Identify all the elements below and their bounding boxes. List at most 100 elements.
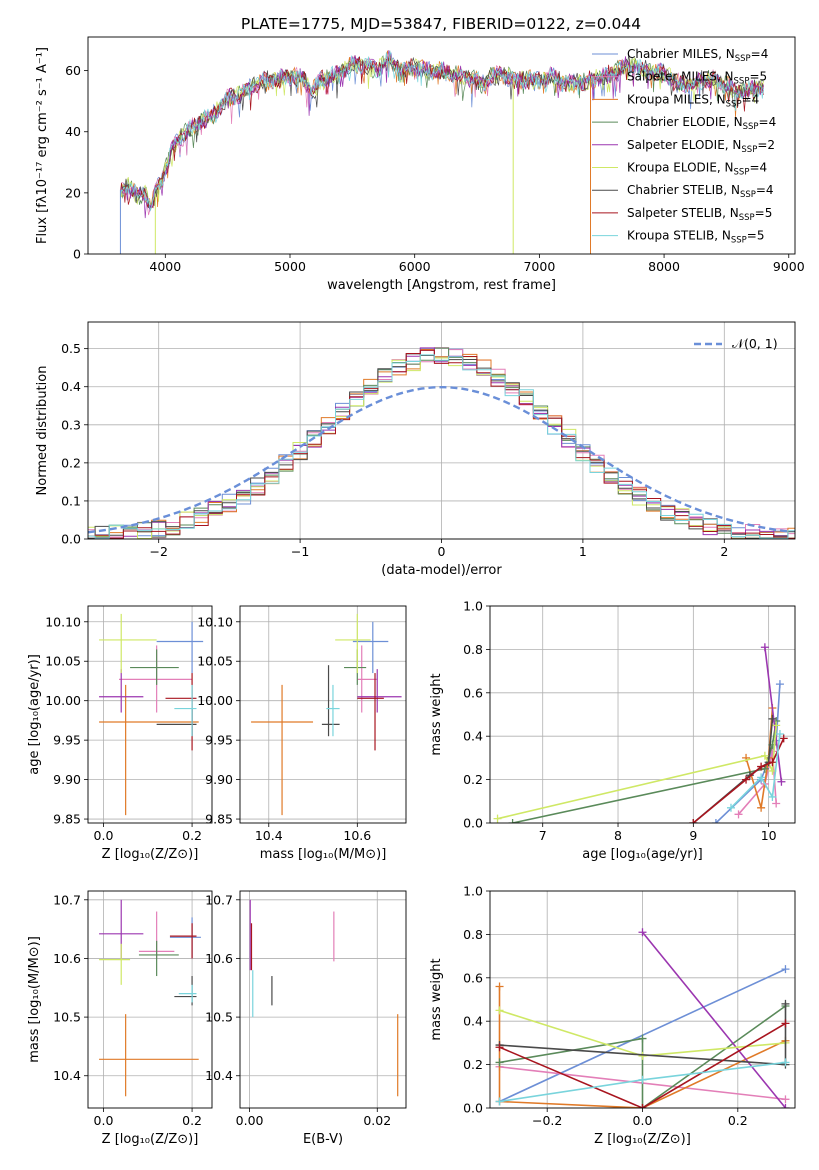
weight-marker-ChabrierMILES [711,819,720,823]
y-tick-label: 0.2 [61,455,81,470]
y-axis-label: mass weight [429,958,444,1040]
x-tick-label: 0.02 [363,1113,391,1128]
weight-marker-KroupaSTELIB [781,1058,790,1067]
y-tick-label: 9.85 [53,812,81,827]
plot-area [493,643,788,823]
axes-frame [87,890,213,1109]
legend-sub: SSP [740,190,756,200]
y-tick-label: 0.8 [463,927,483,942]
plot-area [119,49,764,254]
weight-marker-ChabrierSTELIB [768,714,777,723]
legend-label-SalpeterMILES: Salpeter MILES, NSSP=5 [627,70,767,87]
y-tick-label: 10.5 [205,1010,233,1025]
spectrum-line-SalpeterELODIE [121,50,764,219]
plot-area [99,613,204,816]
y-tick-label: 9.85 [205,812,233,827]
weight-marker-SalpeterSTELIB [742,775,751,784]
x-tick-label: 10.4 [255,828,283,843]
y-tick-label: 40 [65,124,81,139]
y-tick-label: 10.4 [53,1068,81,1083]
x-tick-label: 6000 [399,259,431,274]
legend-label-normal: 𝒩(0, 1) [732,336,778,351]
y-tick-label: 10.10 [45,614,81,629]
weight-marker-ChabrierSTELIB [781,999,790,1008]
y-tick-label: 0.6 [463,685,483,700]
legend-tail: =4 [756,183,774,197]
y-tick-label: 10.4 [205,1068,233,1083]
y-tick-label: 10.7 [53,892,81,907]
panel-age_vs_mass: 10.4 10.6 9.85 9.90 9.95 10.00 10.05 10.10 mass … [197,605,407,862]
weight-marker-SalpeterSTELIB [768,758,777,767]
legend-label-ChabrierELODIE: Chabrier ELODIE, NSSP=4 [627,115,776,132]
x-axis-label: Z [log₁₀(Z/Z⊙)] [102,1132,199,1147]
x-tick-label: 2 [720,544,728,559]
x-tick-label: 1 [579,544,587,559]
legend-label-ChabrierSTELIB: Chabrier STELIB, NSSP=4 [627,183,774,200]
y-tick-label: 10.00 [197,693,233,708]
x-tick-label: 10 [761,828,777,843]
legend-sub: SSP [734,77,750,87]
legend-tail: =5 [755,206,773,220]
weight-marker-SalpeterSTELIB [638,1104,647,1108]
y-tick-label: 0.0 [463,1101,483,1116]
y-tick-label: 10.6 [205,951,233,966]
histogram-KroupaMILES [88,349,795,539]
legend-label-SalpeterELODIE: Salpeter ELODIE, NSSP=2 [627,138,775,155]
weight-marker-ChabrierELODIE [495,1058,504,1067]
y-tick-label: 1.0 [463,884,483,899]
y-tick-label: 0.2 [463,772,483,787]
y-tick-label: 0.1 [61,493,81,508]
x-tick-label: 5000 [274,259,306,274]
y-tick-label: 10.10 [197,614,233,629]
x-tick-label: 7000 [523,259,555,274]
figure-title: PLATE=1775, MJD=53847, FIBERID=0122, z=0… [241,15,641,33]
x-tick-label: 8 [614,828,622,843]
x-axis-label: Z [log₁₀(Z/Z⊙)] [594,1132,691,1147]
weight-marker-KroupaSTELIB [768,792,777,801]
panel-weight_vs_Z: −0.2 0.0 0.2 0.0 0.2 0.4 0.6 0.8 1.0 Z [log₁₀(Z/Z… [429,884,796,1147]
axes-frame [239,605,407,824]
y-axis-label: Normed distribution [35,366,50,496]
legend-sub: SSP [743,122,759,132]
legend-tail: =5 [749,70,767,84]
weight-marker-SalpeterELODIE [760,643,769,652]
x-axis-label: (data-model)/error [381,563,502,578]
legend-sub: SSP [739,213,755,223]
axes-frame [87,605,213,824]
y-axis-label: age [log₁₀(age/yr)] [27,654,42,775]
weight-marker-SalpeterSTELIB [779,734,788,743]
x-tick-label: 10.6 [343,828,371,843]
y-tick-label: 20 [65,185,81,200]
weight-marker-KroupaELODIE [638,1051,647,1060]
plot-area [99,899,201,1097]
x-axis-label: age [log₁₀(age/yr)] [582,847,703,862]
plot-area [251,613,402,816]
legend-tail: =4 [749,161,767,175]
legend: Chabrier MILES, NSSP=4 Salpeter MILES, NS… [592,47,776,246]
legend-sub: SSP [734,168,750,178]
panel-weight_vs_age: 7 8 9 10 0.0 0.2 0.4 0.6 0.8 1.0 age [log₁₀(age/yr… [429,599,796,862]
weight-marker-ChabrierELODIE [638,1034,647,1043]
legend-sub: SSP [726,99,742,109]
y-tick-label: 0.0 [463,816,483,831]
weight-marker-SalpeterSTELIB [757,762,766,771]
x-tick-label: 0.0 [94,1113,114,1128]
x-axis-label: mass [log₁₀(M/M⊙)] [260,847,387,862]
x-tick-label: −2 [149,544,167,559]
weight-line-SalpeterSTELIB [499,1022,786,1108]
weight-marker-SalpeterMILES [772,799,781,808]
y-tick-label: 9.90 [53,772,81,787]
y-tick-label: 9.95 [205,733,233,748]
panel-age_vs_Z: 0.0 0.2 9.85 9.90 9.95 10.00 10.05 10.10 Z [log₁… [27,605,213,862]
weight-marker-KroupaSTELIB [775,730,784,739]
y-tick-label: 0.6 [463,970,483,985]
plot-area [249,899,399,1097]
y-tick-label: 0.2 [463,1057,483,1072]
spectrum-line-KroupaSTELIB [120,50,764,212]
x-axis-label: E(B-V) [303,1132,343,1147]
weight-marker-KroupaELODIE [760,751,769,760]
legend-sub: SSP [731,236,747,246]
x-axis-label: Z [log₁₀(Z/Z⊙)] [102,847,199,862]
histogram-SalpeterSTELIB [88,349,795,539]
